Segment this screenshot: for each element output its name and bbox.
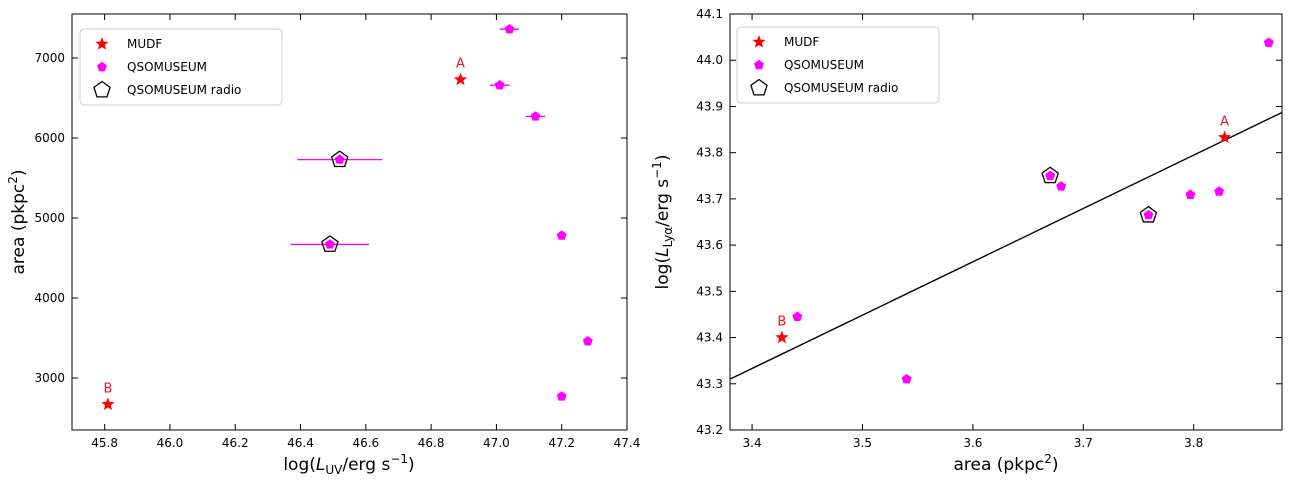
right-qsomuseum-point <box>901 373 912 384</box>
right-qsomuseum-point <box>1263 37 1274 47</box>
left-qsomuseum-point <box>556 230 567 240</box>
right-x-axis-label: area (pkpc2) <box>953 452 1058 475</box>
left-x-tick-label: 47.2 <box>548 436 575 450</box>
right-mudf-point <box>1217 130 1232 144</box>
right-y-tick-label: 43.5 <box>696 284 723 298</box>
left-y-tick-label: 7000 <box>34 51 65 65</box>
right-x-tick-label: 3.7 <box>1074 436 1093 450</box>
right-y-tick-label: 43.9 <box>696 99 723 113</box>
left-legend-label: MUDF <box>127 37 162 51</box>
right-legend-qsomuseum-marker <box>754 59 764 70</box>
left-y-axis-label: area (pkpc2) <box>6 169 29 274</box>
left-x-tick-label: 46.4 <box>287 436 314 450</box>
left-y-tick-label: 3000 <box>34 371 65 385</box>
left-qsomuseum-point <box>334 154 345 164</box>
left-legend-radio-marker <box>93 80 111 98</box>
right-legend-mudf-marker <box>752 35 766 48</box>
left-y-tick-label: 5000 <box>34 211 65 225</box>
right-y-tick-label: 43.4 <box>696 331 723 345</box>
left-legend-label: QSOMUSEUM <box>127 60 207 74</box>
left-x-axis-label: log(LUV/erg s−1) <box>283 452 414 477</box>
left-x-tick-label: 46.0 <box>157 436 184 450</box>
left-radio-marker <box>330 150 349 168</box>
right-legend-label: QSOMUSEUM <box>784 58 864 72</box>
left-qsomuseum-point <box>494 80 505 90</box>
right-y-tick-label: 44.1 <box>696 7 723 21</box>
right-plot-frame <box>729 13 1283 431</box>
right-legend-radio-marker <box>750 78 768 96</box>
left-y-tick-label: 6000 <box>34 131 65 145</box>
left-plot-frame <box>71 13 628 431</box>
right-mudf-label: A <box>1220 114 1229 129</box>
right-qsomuseum-point <box>1143 209 1154 220</box>
left-qsomuseum-point <box>582 336 593 346</box>
left-x-tick-label: 46.2 <box>222 436 249 450</box>
left-mudf-point <box>453 72 468 86</box>
left-legend-qsomuseum-marker <box>97 61 107 72</box>
left-qsomuseum-point <box>530 111 541 121</box>
left-qsomuseum-point <box>504 24 515 34</box>
left-qsomuseum-point <box>324 239 335 249</box>
left-mudf-point <box>101 397 115 411</box>
left-x-tick-label: 47.0 <box>483 436 510 450</box>
right-mudf-point <box>775 330 789 344</box>
right-mudf-label: B <box>777 315 786 330</box>
right-y-tick-label: 44.0 <box>696 53 723 67</box>
left-x-tick-label: 46.6 <box>352 436 379 450</box>
right-panel: B A 3.4 3.5 3.6 3.7 3.8 43.2 43.3 43.4 43.5 43.6 43… <box>650 7 1283 475</box>
left-y-tick-label: 4000 <box>34 291 65 305</box>
right-x-tick-label: 3.4 <box>743 436 762 450</box>
right-legend-label: QSOMUSEUM radio <box>784 81 898 95</box>
right-y-axis-label: log(LLyα/erg s−1) <box>650 155 675 290</box>
right-x-tick-label: 3.5 <box>853 436 872 450</box>
right-legend-label: MUDF <box>784 35 819 49</box>
right-y-tick-label: 43.8 <box>696 146 723 160</box>
left-mudf-label: A <box>456 57 465 72</box>
right-radio-marker <box>1041 166 1060 184</box>
right-qsomuseum-point <box>1045 170 1056 180</box>
right-fit-line <box>729 111 1283 380</box>
left-panel: B A 45.8 46.0 46.2 46.4 46.6 46.8 47.0 47.2 47.4 3… <box>6 13 641 477</box>
left-radio-marker <box>321 235 339 252</box>
left-qsomuseum-point <box>556 391 567 401</box>
left-mudf-label: B <box>103 381 112 396</box>
right-radio-marker <box>1139 205 1158 223</box>
right-y-tick-label: 43.2 <box>696 423 723 437</box>
left-x-tick-label: 46.8 <box>418 436 445 450</box>
right-x-tick-label: 3.8 <box>1184 436 1203 450</box>
right-legend: MUDF QSOMUSEUM QSOMUSEUM radio <box>736 26 940 104</box>
right-y-tick-label: 43.6 <box>696 238 723 252</box>
left-x-tick-label: 45.8 <box>91 436 118 450</box>
left-legend-label: QSOMUSEUM radio <box>127 83 241 97</box>
left-x-tick-label: 47.4 <box>614 436 641 450</box>
right-y-tick-label: 43.7 <box>696 192 723 206</box>
right-y-tick-label: 43.3 <box>696 377 723 391</box>
right-qsomuseum-point <box>1056 181 1067 191</box>
right-x-tick-label: 3.6 <box>963 436 982 450</box>
left-legend-mudf-marker <box>95 37 109 50</box>
right-qsomuseum-point <box>792 311 803 321</box>
right-qsomuseum-point <box>1185 189 1196 199</box>
left-legend: MUDF QSOMUSEUM QSOMUSEUM radio <box>79 28 283 106</box>
right-qsomuseum-point <box>1214 186 1225 196</box>
